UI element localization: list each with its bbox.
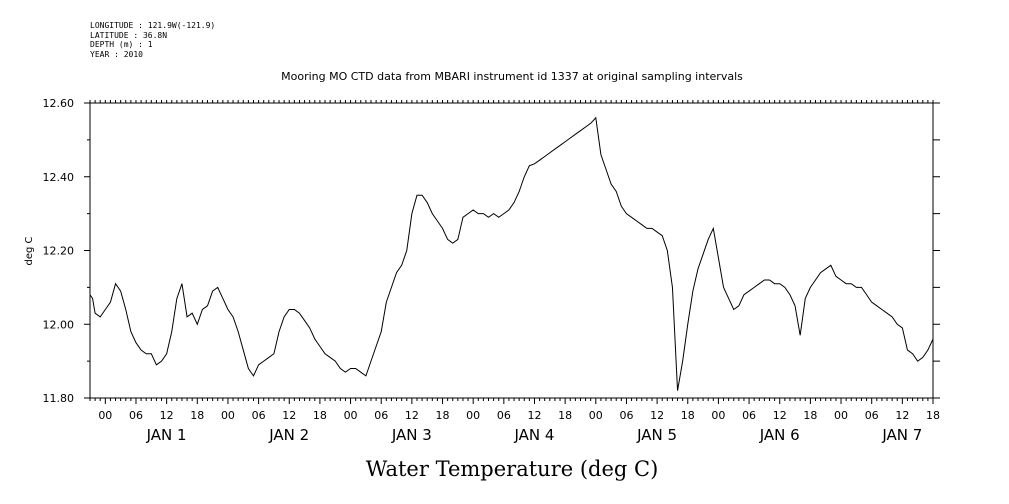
x-hour-tick-label: 00 [221, 409, 235, 422]
x-hour-tick-label: 12 [405, 409, 419, 422]
series-line-water-temperature [89, 116, 934, 391]
x-hour-tick-label: 18 [926, 409, 940, 422]
x-hour-tick-label: 06 [865, 409, 879, 422]
y-tick-label: 12.60 [43, 97, 75, 110]
x-hour-tick-label: 12 [527, 409, 541, 422]
x-day-label: JAN 4 [514, 426, 555, 444]
x-hour-tick-label: 00 [589, 409, 603, 422]
plot-frame [89, 102, 934, 399]
x-axis-title: Water Temperature (deg C) [366, 457, 659, 481]
x-day-label: JAN 3 [391, 426, 432, 444]
x-hour-tick-label: 18 [313, 409, 327, 422]
depth-label: DEPTH (m) : 1 [90, 40, 153, 49]
longitude-label: LONGITUDE : 121.9W(-121.9) [90, 21, 216, 30]
x-day-label: JAN 2 [268, 426, 309, 444]
x-hour-tick-label: 12 [160, 409, 174, 422]
axes: 11.80 12.00 12.20 12.40 12.60 00 06 12 18 00 06 12 1… [43, 97, 940, 444]
x-hour-tick-label: 00 [98, 409, 112, 422]
y-tick-label: 12.20 [43, 245, 75, 258]
x-day-label: JAN 6 [759, 426, 800, 444]
x-hour-tick-label: 00 [344, 409, 358, 422]
x-hour-tick-label: 18 [681, 409, 695, 422]
x-hour-tick-label: 18 [190, 409, 204, 422]
x-hour-tick-label: 06 [742, 409, 756, 422]
y-axis-label: deg C [24, 236, 35, 265]
y-tick-label: 12.00 [43, 318, 75, 331]
x-hour-tick-label: 18 [803, 409, 817, 422]
x-day-label: JAN 1 [146, 426, 187, 444]
x-hour-tick-label: 06 [252, 409, 266, 422]
x-hour-tick-label: 12 [650, 409, 664, 422]
x-day-label: JAN 5 [636, 426, 677, 444]
x-hour-tick-label: 18 [558, 409, 572, 422]
y-tick-label: 11.80 [43, 392, 75, 405]
x-hour-tick-label: 06 [374, 409, 388, 422]
x-hour-tick-label: 00 [834, 409, 848, 422]
x-day-label: JAN 7 [881, 426, 922, 444]
x-hour-tick-label: 06 [497, 409, 511, 422]
chart-title: Mooring MO CTD data from MBARI instrumen… [281, 70, 743, 83]
x-hour-tick-label: 00 [466, 409, 480, 422]
x-hour-tick-label: 12 [773, 409, 787, 422]
year-label: YEAR : 2010 [90, 49, 143, 59]
x-hour-tick-label: 12 [895, 409, 909, 422]
x-hour-tick-label: 18 [436, 409, 450, 422]
x-hour-tick-label: 00 [711, 409, 725, 422]
y-tick-label: 12.40 [43, 171, 75, 184]
latitude-label: LATITUDE : 36.8N [90, 30, 168, 40]
x-hour-tick-label: 12 [282, 409, 296, 422]
x-hour-tick-label: 06 [129, 409, 143, 422]
header-metadata: LONGITUDE : 121.9W(-121.9) LATITUDE : 36.… [90, 21, 215, 59]
x-hour-tick-label: 06 [619, 409, 633, 422]
